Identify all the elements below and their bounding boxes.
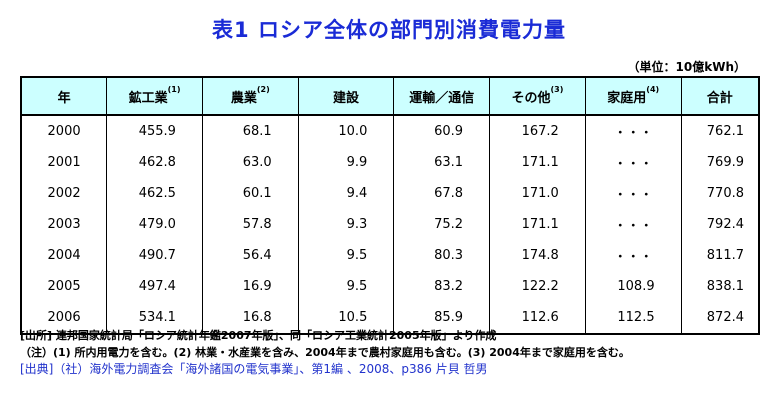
header-row: 年鉱工業(1) 農業(2) 建設 運輸／通信 その他(3) 家庭用(4) 合計 (20, 77, 760, 116)
value-cell: ・・・ (584, 115, 682, 147)
value-cell: 174.8 (489, 240, 586, 271)
source-note: [出所] 連邦国家統計局「ロシア統計年鑑2007年版」、同「ロシア工業統計200… (20, 329, 497, 342)
value-cell: ・・・ (584, 147, 682, 178)
value-cell: 171.1 (489, 209, 586, 240)
citation-note: [出典]（社）海外電力調査会「海外諸国の電気事業」、第1編 、2008、p386… (20, 362, 488, 376)
value-cell: 80.3 (393, 240, 491, 271)
value-cell: 10.0 (297, 115, 395, 147)
footnote-marker: (3) (550, 84, 564, 94)
value-cell: 171.0 (489, 178, 586, 209)
column-header: 農業(2) (201, 77, 299, 116)
value-cell: 112.6 (489, 302, 586, 334)
table-row: 2003 479.0 57.8 9.3 75.2 171.1 ・・・ 792.4 (20, 209, 760, 240)
value-cell: ・・・ (584, 209, 682, 240)
column-header: 年 (20, 77, 108, 116)
column-header: その他(3) (489, 77, 586, 116)
table-row: 2006 534.1 16.8 10.5 85.9 112.6 112.5 872.4 (20, 302, 760, 334)
value-cell: 67.8 (393, 178, 491, 209)
value-cell: 16.9 (201, 271, 299, 302)
value-cell: 57.8 (201, 209, 299, 240)
year-cell: 2005 (20, 271, 108, 302)
value-cell: 16.8 (201, 302, 299, 334)
value-cell: 872.4 (680, 302, 760, 334)
value-cell: 770.8 (680, 178, 760, 209)
column-header-label: 運輸／通信 (409, 90, 475, 106)
value-cell: 167.2 (489, 115, 586, 147)
value-cell: 479.0 (106, 209, 203, 240)
value-cell: 9.4 (297, 178, 395, 209)
value-cell: 762.1 (680, 115, 760, 147)
column-header: 建設 (297, 77, 395, 116)
value-cell: 122.2 (489, 271, 586, 302)
column-header-label: 家庭用 (607, 90, 647, 106)
table-row: 2005 497.4 16.9 9.5 83.2 122.2 108.9 838.1 (20, 271, 760, 302)
column-header: 家庭用(4) (584, 77, 682, 116)
year-cell: 2002 (20, 178, 108, 209)
unit-label: （単位：10億kWh） (627, 60, 746, 74)
value-cell: 83.2 (393, 271, 491, 302)
consumption-table: 年鉱工業(1) 農業(2) 建設 運輸／通信 その他(3) 家庭用(4) 合計 2000 45… (20, 76, 760, 335)
column-header-label: 鉱工業 (128, 90, 168, 106)
column-header-label: 農業 (230, 90, 257, 106)
value-cell: 769.9 (680, 147, 760, 178)
value-cell: 60.1 (201, 178, 299, 209)
table-row: 2004 490.7 56.4 9.5 80.3 174.8 ・・・ 811.7 (20, 240, 760, 271)
year-cell: 2003 (20, 209, 108, 240)
year-cell: 2001 (20, 147, 108, 178)
value-cell: ・・・ (584, 178, 682, 209)
column-header-label: 建設 (332, 90, 359, 106)
table-row: 2001 462.8 63.0 9.9 63.1 171.1 ・・・ 769.9 (20, 147, 760, 178)
footnote-marker: (4) (646, 84, 660, 94)
year-cell: 2006 (20, 302, 108, 334)
column-header-label: その他 (511, 90, 551, 106)
value-cell: 75.2 (393, 209, 491, 240)
value-cell: 171.1 (489, 147, 586, 178)
value-cell: 9.5 (297, 271, 395, 302)
column-header-label: 年 (57, 90, 71, 106)
page-title: 表1 ロシア全体の部門別消費電力量 (212, 18, 566, 42)
value-cell: 68.1 (201, 115, 299, 147)
value-cell: 108.9 (584, 271, 682, 302)
footnote-marker: (1) (167, 84, 181, 94)
value-cell: 60.9 (393, 115, 491, 147)
value-cell: 10.5 (297, 302, 395, 334)
value-cell: 534.1 (106, 302, 203, 334)
table-body: 2000 455.9 68.1 10.0 60.9 167.2 ・・・ 762.1 2001 46… (20, 115, 760, 334)
table-row: 2000 455.9 68.1 10.0 60.9 167.2 ・・・ 762.1 (20, 115, 760, 147)
value-cell: 9.5 (297, 240, 395, 271)
value-cell: 112.5 (584, 302, 682, 334)
column-header: 鉱工業(1) (106, 77, 203, 116)
notes: [出所] 連邦国家統計局「ロシア統計年鑑2007年版」、同「ロシア工業統計200… (20, 327, 770, 378)
value-cell: 462.8 (106, 147, 203, 178)
year-cell: 2000 (20, 115, 108, 147)
value-cell: ・・・ (584, 240, 682, 271)
value-cell: 63.0 (201, 147, 299, 178)
column-header: 運輸／通信 (393, 77, 491, 116)
value-cell: 9.3 (297, 209, 395, 240)
column-header-label: 合計 (706, 90, 733, 106)
table-row: 2002 462.5 60.1 9.4 67.8 171.0 ・・・ 770.8 (20, 178, 760, 209)
column-header: 合計 (680, 77, 760, 116)
value-cell: 56.4 (201, 240, 299, 271)
value-cell: 455.9 (106, 115, 203, 147)
value-cell: 811.7 (680, 240, 760, 271)
value-cell: 63.1 (393, 147, 491, 178)
value-cell: 85.9 (393, 302, 491, 334)
value-cell: 490.7 (106, 240, 203, 271)
value-cell: 792.4 (680, 209, 760, 240)
footnote-marker: (2) (256, 84, 270, 94)
value-cell: 838.1 (680, 271, 760, 302)
value-cell: 462.5 (106, 178, 203, 209)
year-cell: 2004 (20, 240, 108, 271)
footnote: （注）(1) 所内用電力を含む。(2) 林業・水産業を含み、2004年まで農村家… (20, 346, 630, 359)
value-cell: 9.9 (297, 147, 395, 178)
value-cell: 497.4 (106, 271, 203, 302)
